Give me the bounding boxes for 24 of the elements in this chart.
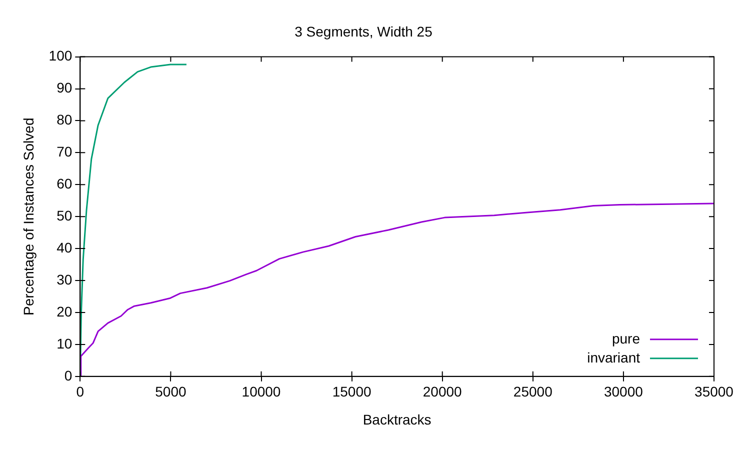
legend-label: invariant [587,349,640,366]
x-tick-label: 20000 [422,384,462,400]
y-tick-label: 40 [56,239,72,256]
legend-label: pure [612,330,640,346]
y-tick-label: 90 [56,80,72,96]
y-tick-label: 80 [56,112,72,128]
y-tick-label: 10 [56,335,72,352]
y-tick-label: 20 [56,303,72,320]
chart-title: 3 Segments, Width 25 [294,23,433,40]
x-axis-title: Backtracks [362,411,432,428]
y-tick-label: 0 [64,367,72,384]
x-tick-label: 15000 [332,384,372,400]
x-tick-label: 0 [76,384,84,400]
x-tick-label: 5000 [155,384,186,400]
x-tick-label: 25000 [513,384,553,400]
y-axis-title: Percentage of Instances Solved [20,118,36,316]
y-tick-label: 70 [56,144,72,160]
y-tick-label: 50 [56,207,72,224]
y-tick-label: 30 [56,271,72,288]
y-tick-label: 60 [56,176,72,192]
x-tick-label: 35000 [694,384,734,400]
y-tick-label: 100 [48,48,72,64]
x-tick-label: 30000 [604,384,644,400]
x-tick-label: 10000 [242,384,281,400]
